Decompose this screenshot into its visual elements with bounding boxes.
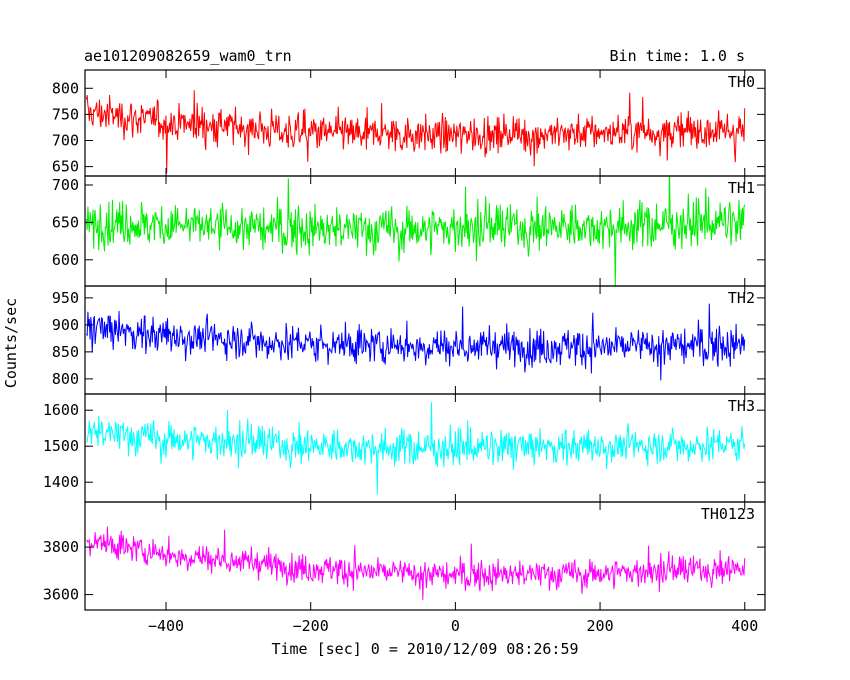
y-tick-label: 900 [52,316,79,334]
y-tick-label: 850 [52,343,79,361]
y-tick-label: 950 [52,289,79,307]
series-line-th0 [85,90,746,174]
series-line-th0123 [86,526,746,600]
y-tick-label: 1500 [43,437,79,455]
x-tick-label: 200 [587,617,614,635]
y-tick-label: 750 [52,105,79,123]
x-tick-label: −200 [293,617,329,635]
panel-label: TH0123 [701,505,755,523]
y-tick-label: 600 [52,251,79,269]
y-tick-label: 700 [52,131,79,149]
panel-th0123: 3600 3800 TH0123 [43,501,766,611]
bin-time-label: Bin time: 1.0 s [610,47,745,65]
panel-th0: 650 700 750 800 TH0 [52,69,766,177]
panel-label: TH1 [728,179,755,197]
y-tick-label: 1600 [43,401,79,419]
panel-label: TH0 [728,73,755,91]
x-tick-label: 0 [451,617,460,635]
panel-th1: 600 650 700 TH1 [52,175,766,287]
series-line-th3 [86,402,746,495]
panel-th3: 1400 1500 1600 TH3 [43,393,766,503]
series-line-th2 [85,303,746,381]
x-tick-label: 400 [731,617,758,635]
y-axis-label: Counts/sec [2,298,20,388]
panel-frame [84,501,766,611]
panel-label: TH2 [728,289,755,307]
y-tick-label: 700 [52,176,79,194]
series-line-th1 [85,176,746,286]
y-tick-label: 3600 [43,586,79,604]
y-tick-label: 800 [52,370,79,388]
plot-title: ae101209082659_wam0_trn [84,47,292,65]
panel-label: TH3 [728,397,755,415]
y-tick-label: 800 [52,79,79,97]
y-tick-label: 650 [52,158,79,176]
y-tick-label: 3800 [43,538,79,556]
x-axis-label: Time [sec] 0 = 2010/12/09 08:26:59 [271,640,578,658]
x-tick-label: −400 [148,617,184,635]
y-tick-label: 650 [52,213,79,231]
panel-th2: 800 850 900 950 TH2 [52,285,766,395]
y-tick-label: 1400 [43,473,79,491]
